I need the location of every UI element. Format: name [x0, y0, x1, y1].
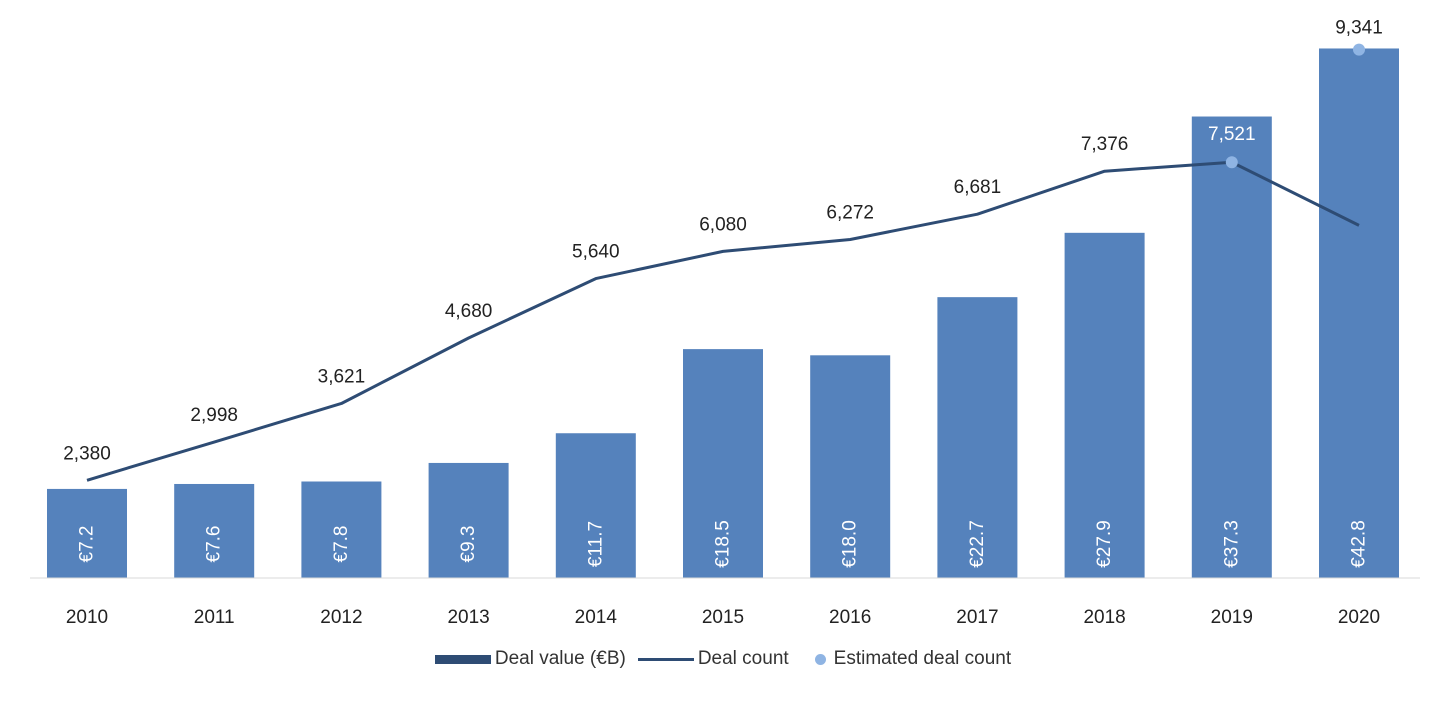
- legend-swatch-deal-count: [637, 657, 694, 661]
- deal-count-label-2017: 6,681: [954, 177, 1002, 198]
- category-label-2011: 2011: [194, 607, 235, 628]
- bar-2017: [937, 297, 1018, 578]
- category-axis: 2010 2011 2012 2013 2014 2015 2016 2017 2018 2019…: [66, 607, 1380, 628]
- bar-value-label-2019: €37.3: [1221, 520, 1242, 568]
- legend-label-estimated: Estimated deal count: [833, 648, 1012, 669]
- category-label-2014: 2014: [575, 607, 618, 628]
- bar-value-label-2016: €18.0: [840, 520, 861, 568]
- estimated-dot-2020: [1353, 43, 1365, 56]
- legend: Deal value (€B) Deal count Estimated dea…: [0, 648, 1446, 670]
- category-label-2019: 2019: [1211, 607, 1253, 628]
- legend-item-deal-count: Deal count: [637, 648, 789, 670]
- bar-2019: [1191, 116, 1272, 578]
- bar-value-label-2018: €27.9: [1094, 520, 1115, 568]
- bar-group: [47, 48, 1399, 578]
- deal-count-line: [86, 160, 1360, 482]
- bar-value-label-2010: €7.2: [77, 526, 98, 563]
- bar-2013: [428, 462, 509, 578]
- bar-2016: [810, 355, 891, 578]
- legend-swatch-deal-value: [434, 654, 491, 664]
- category-label-2018: 2018: [1083, 607, 1125, 628]
- bar-value-label-2011: €7.6: [204, 526, 225, 563]
- deal-count-label-2019: 7,521: [1208, 124, 1256, 145]
- deal-count-label-2011: 2,998: [190, 405, 238, 426]
- label-group: €7.2 €7.6 €7.8 €9.3 €11.7 €18.5 €18.0 €22.7 €27.…: [63, 18, 1383, 568]
- category-label-2015: 2015: [702, 607, 744, 628]
- category-label-2020: 2020: [1338, 607, 1380, 628]
- category-label-2010: 2010: [66, 607, 108, 628]
- bar-value-label-2020: €42.8: [1349, 520, 1370, 568]
- bar-value-label-2015: €18.5: [713, 520, 734, 568]
- bar-value-label-2017: €22.7: [967, 520, 988, 568]
- bar-value-label-2013: €9.3: [458, 526, 479, 563]
- deal-count-label-2015: 6,080: [699, 214, 747, 235]
- bar-2010: [47, 488, 127, 578]
- line-group: [86, 43, 1365, 482]
- bar-value-label-2014: €11.7: [585, 521, 606, 567]
- legend-item-estimated: Estimated deal count: [801, 648, 1011, 670]
- estimated-dot-2019: [1225, 156, 1238, 169]
- bar-2011: [174, 483, 255, 578]
- category-label-2016: 2016: [829, 607, 871, 628]
- category-label-2012: 2012: [320, 607, 362, 628]
- deal-count-label-2014: 5,640: [572, 242, 620, 263]
- bar-2015: [683, 349, 763, 578]
- bar-2012: [301, 481, 382, 578]
- legend-label-deal-value: Deal value (€B): [494, 648, 626, 669]
- deal-count-label-2012: 3,621: [318, 366, 366, 387]
- bar-2020: [1319, 48, 1399, 578]
- bar-2014: [555, 433, 636, 578]
- category-label-2017: 2017: [956, 607, 998, 628]
- legend-label-deal-count: Deal count: [697, 648, 789, 669]
- deal-count-label-2018: 7,376: [1081, 134, 1129, 155]
- category-label-2013: 2013: [447, 607, 489, 628]
- legend-swatch-estimated: [814, 653, 826, 665]
- bar-2018: [1064, 232, 1145, 578]
- estimated-label-2020: 9,341: [1335, 18, 1383, 39]
- deal-count-label-2010: 2,380: [63, 443, 111, 464]
- legend-item-deal-value: Deal value (€B): [434, 648, 626, 670]
- bar-value-label-2012: €7.8: [331, 526, 352, 563]
- deal-count-label-2016: 6,272: [826, 202, 874, 223]
- deal-count-label-2013: 4,680: [445, 301, 493, 322]
